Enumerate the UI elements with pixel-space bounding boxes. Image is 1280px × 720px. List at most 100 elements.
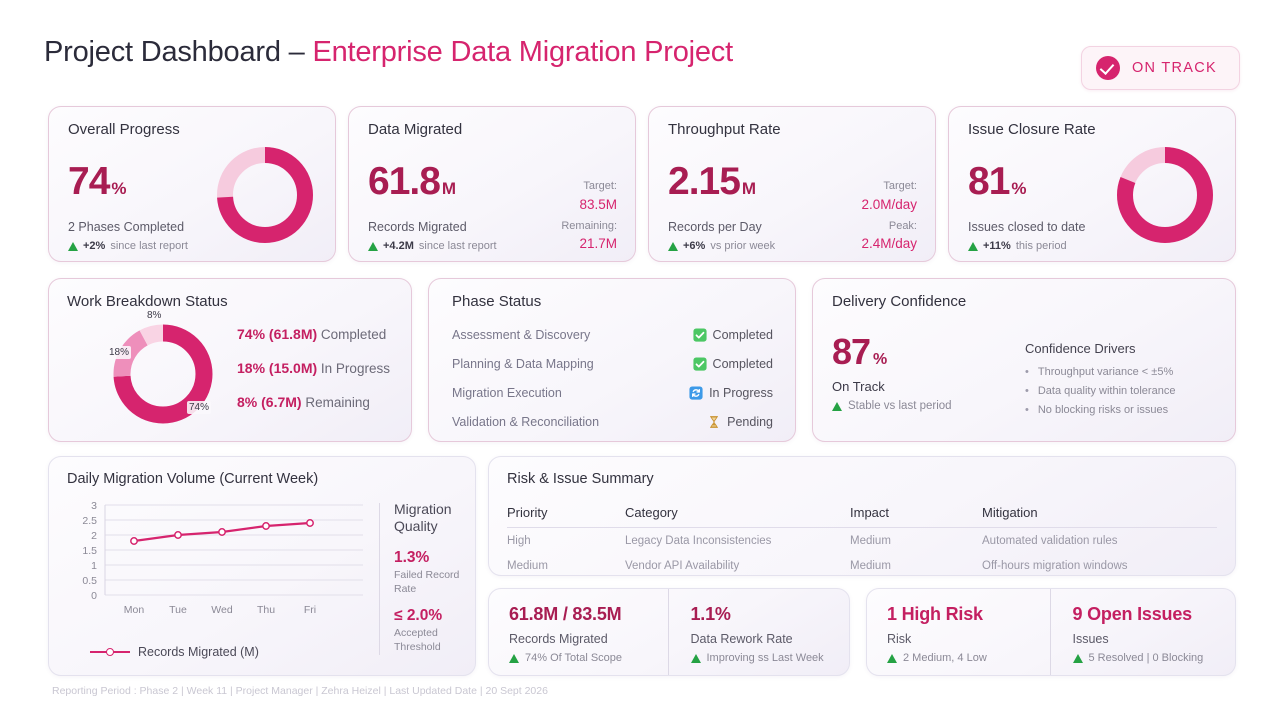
trend-up-icon <box>968 241 978 251</box>
kpi-subtitle: 2 Phases Completed <box>68 220 185 234</box>
svg-text:1: 1 <box>91 560 97 572</box>
kpi-value-group: 74 % <box>68 160 127 204</box>
records-summary-card[interactable]: 61.8M / 83.5M Records Migrated 74% Of To… <box>488 588 850 676</box>
kpi-value-group: 61.8 M <box>368 160 456 204</box>
mini-delta: Improving ss Last Week <box>690 652 850 664</box>
mini-label: Records Migrated <box>509 632 608 646</box>
failed-record-rate-value: 1.3% <box>394 549 430 567</box>
kpi-title: Throughput Rate <box>668 121 781 138</box>
kpi-value: 2.15 <box>668 160 741 203</box>
delivery-confidence-card[interactable]: Delivery Confidence 87 % On Track Stable… <box>812 278 1236 442</box>
kpi-subtitle: Records per Day <box>668 220 762 234</box>
donut-slice-label-completed: 74% <box>187 401 212 414</box>
svg-text:Thu: Thu <box>257 604 275 616</box>
risk-issue-counts-card[interactable]: 1 High Risk Risk 2 Medium, 4 Low 9 Open … <box>866 588 1236 676</box>
phase-name: Migration Execution <box>452 385 562 400</box>
kpi-side-value: 2.0M/day <box>861 196 917 212</box>
work-breakdown-card[interactable]: Work Breakdown Status 8% 18% 74% 74% (61… <box>48 278 412 442</box>
mini-delta: 74% Of Total Scope <box>509 652 668 664</box>
svg-text:0.5: 0.5 <box>82 575 97 587</box>
confidence-driver-item: • Data quality within tolerance <box>1025 385 1175 397</box>
migration-quality-title: Migration Quality <box>394 501 452 535</box>
mini-value: 1 High Risk <box>887 604 983 624</box>
kpi-delta: +11% this period <box>968 240 1067 252</box>
delivery-confidence-value: 87 <box>832 331 871 372</box>
kpi-delta-text: this period <box>1015 240 1067 252</box>
status-badge[interactable]: ON TRACK <box>1080 46 1240 90</box>
kpi-value-group: 81 % <box>968 160 1027 204</box>
issue-closure-donut-chart <box>1111 141 1219 254</box>
phase-status-group: In Progress <box>689 386 773 400</box>
failed-record-rate-label: Failed Record Rate <box>394 569 460 595</box>
chart-divider <box>379 503 380 655</box>
svg-text:Mon: Mon <box>124 604 145 616</box>
chart-title: Daily Migration Volume (Current Week) <box>67 471 319 487</box>
trend-up-icon <box>1072 653 1083 663</box>
column-header-mitigation: Mitigation <box>982 499 1217 528</box>
chart-legend: Records Migrated (M) <box>90 645 259 659</box>
svg-text:Tue: Tue <box>169 604 187 616</box>
phase-row: Validation & Reconciliation Pending <box>452 407 773 436</box>
daily-migration-volume-card[interactable]: Daily Migration Volume (Current Week) 3 <box>48 456 476 676</box>
kpi-side-stats: Target: 2.0M/day Peak: 2.4M/day <box>861 179 917 254</box>
kpi-side-value: 21.7M <box>579 236 617 252</box>
legend-value: 74% (61.8M) <box>237 326 318 342</box>
kpi-side-label: Target: <box>583 180 617 192</box>
header: Project Dashboard – Enterprise Data Migr… <box>44 36 1240 90</box>
kpi-unit: M <box>741 179 757 198</box>
mini-value: 61.8M / 83.5M <box>509 604 622 624</box>
mini-stat-open-issues: 9 Open Issues Issues 5 Resolved | 0 Bloc… <box>1049 589 1236 675</box>
kpi-card-overall-progress[interactable]: Overall Progress 74 % 2 Phases Completed… <box>48 106 336 262</box>
column-header-category: Category <box>625 499 850 528</box>
confidence-driver-text: Throughput variance < ±5% <box>1037 366 1174 378</box>
donut-slice-label-in-progress: 18% <box>107 346 132 359</box>
kpi-delta-text: since last report <box>110 240 188 252</box>
work-breakdown-donut-chart: 8% 18% 74% <box>107 309 219 435</box>
phase-status-text: Pending <box>727 414 773 429</box>
phase-status-text: In Progress <box>709 385 773 400</box>
kpi-card-data-migrated[interactable]: Data Migrated 61.8 M Records Migrated +4… <box>348 106 636 262</box>
table-row: High Legacy Data Inconsistencies Medium … <box>507 528 1217 554</box>
svg-text:2: 2 <box>91 530 97 542</box>
kpi-title: Issue Closure Rate <box>968 121 1096 138</box>
kpi-subtitle: Issues closed to date <box>968 220 1086 234</box>
confidence-driver-item: • No blocking risks or issues <box>1025 404 1175 416</box>
trend-up-icon <box>368 241 378 251</box>
risk-issue-summary-card[interactable]: Risk & Issue Summary Priority Category I… <box>488 456 1236 576</box>
column-header-priority: Priority <box>507 499 625 528</box>
kpi-subtitle: Records Migrated <box>368 220 467 234</box>
cell-priority: Medium <box>507 560 548 572</box>
confidence-drivers-title: Confidence Drivers <box>1025 341 1136 356</box>
phase-status-text: Completed <box>712 328 773 343</box>
table-row: Medium Vendor API Availability Medium Of… <box>507 553 1217 578</box>
kpi-card-throughput-rate[interactable]: Throughput Rate 2.15 M Records per Day +… <box>648 106 936 262</box>
trend-up-icon <box>887 653 897 663</box>
kpi-value: 81 <box>968 160 1010 203</box>
mini-stat-high-risk: 1 High Risk Risk 2 Medium, 4 Low <box>867 589 1050 675</box>
kpi-card-issue-closure-rate[interactable]: Issue Closure Rate 81 % Issues closed to… <box>948 106 1236 262</box>
legend-value: 18% (15.0M) <box>237 360 318 376</box>
phase-status-card[interactable]: Phase Status Assessment & Discovery Comp… <box>428 278 796 442</box>
mini-delta-text: 2 Medium, 4 Low <box>903 652 987 664</box>
kpi-side-label: Target: <box>883 180 917 192</box>
confidence-drivers: Confidence Drivers • Throughput variance… <box>1025 341 1175 423</box>
phase-row: Planning & Data Mapping Completed <box>452 350 773 379</box>
phase-status-list: Assessment & Discovery Completed Plannin… <box>452 321 773 436</box>
donut-slice-label-remaining: 8% <box>145 309 164 322</box>
kpi-title: Overall Progress <box>68 121 180 138</box>
kpi-value: 74 <box>68 160 110 203</box>
delivery-confidence-subtitle: On Track <box>832 379 885 394</box>
confidence-driver-text: Data quality within tolerance <box>1037 385 1176 397</box>
kpi-delta-text: vs prior week <box>710 240 776 252</box>
cell-mitigation: Off-hours migration windows <box>982 560 1128 572</box>
cell-category: Vendor API Availability <box>625 560 740 572</box>
confidence-driver-text: No blocking risks or issues <box>1037 404 1169 416</box>
phase-name: Validation & Reconciliation <box>452 414 600 429</box>
mini-stat-records-migrated: 61.8M / 83.5M Records Migrated 74% Of To… <box>489 589 668 675</box>
phase-row: Migration Execution In Progress <box>452 379 773 408</box>
delivery-confidence-title: Delivery Confidence <box>832 293 967 310</box>
page-title-accent: Enterprise Data Migration Project <box>312 36 733 68</box>
legend-label: Completed <box>320 327 387 342</box>
phase-row: Assessment & Discovery Completed <box>452 321 773 350</box>
page-title: Project Dashboard – Enterprise Data Migr… <box>44 36 1240 69</box>
